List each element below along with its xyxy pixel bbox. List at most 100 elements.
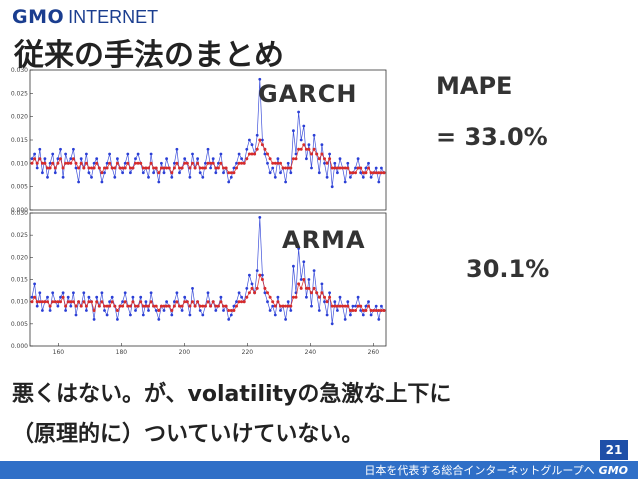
arma-actual-point — [336, 309, 339, 312]
garch-actual-point — [201, 175, 205, 179]
arma-forecast-point — [356, 304, 360, 308]
garch-forecast-point — [126, 161, 130, 165]
arma-forecast-point — [286, 304, 290, 308]
garch-forecast-point — [294, 157, 298, 161]
arma-actual-point — [369, 313, 373, 317]
garch-actual-point — [310, 166, 313, 170]
garch-actual-point — [162, 171, 166, 175]
garch-forecast-point — [108, 161, 112, 165]
arma-actual-point — [320, 282, 324, 286]
garch-actual-point — [100, 180, 104, 184]
garch-actual-point — [90, 175, 93, 179]
arma-forecast-point — [382, 309, 386, 312]
garch-actual-point — [361, 175, 365, 179]
garch-forecast-point — [154, 166, 158, 170]
arma-forecast-point — [43, 300, 47, 304]
garch-forecast-point — [46, 166, 49, 170]
arma-actual-point — [317, 309, 321, 312]
arma-forecast-point — [258, 273, 262, 277]
arma-actual-point — [325, 313, 329, 317]
garch-actual-point — [183, 157, 187, 161]
arma-forecast-point — [79, 304, 83, 308]
arma-actual-point — [359, 309, 363, 312]
garch-forecast-point — [209, 161, 213, 165]
arma-actual-point — [180, 309, 184, 312]
arma-forecast-point — [299, 286, 303, 290]
garch-forecast-point — [193, 166, 197, 170]
garch-actual-point — [152, 171, 156, 175]
arma-forecast-point — [312, 286, 316, 290]
arma-actual-point — [129, 313, 132, 317]
arma-forecast-point — [113, 304, 117, 308]
garch-forecast-point — [178, 166, 181, 170]
garch-actual-point — [217, 161, 220, 165]
arma-forecast-point — [206, 300, 210, 304]
garch-forecast-point — [175, 161, 179, 165]
arma-xtick-label: 160 — [53, 349, 65, 356]
arma-actual-point — [198, 309, 202, 312]
garch-forecast-point — [84, 161, 88, 165]
arma-forecast-point — [291, 295, 295, 299]
garch-forecast-point — [346, 166, 350, 170]
garch-forecast-point — [310, 152, 313, 156]
arma-forecast-point — [348, 309, 352, 312]
garch-forecast-point — [110, 166, 114, 170]
arma-actual-point — [338, 295, 342, 299]
garch-actual-point — [157, 180, 161, 184]
garch-forecast-point — [250, 152, 254, 156]
garch-actual-point — [59, 147, 62, 151]
garch-forecast-point — [289, 166, 293, 170]
arma-forecast-point — [193, 304, 197, 308]
conclusion-line-1: 悪くはない。が、volatilityの急激な上下に — [12, 382, 452, 407]
garch-forecast-point — [118, 166, 122, 170]
garch-actual-point — [196, 157, 200, 161]
garch-forecast-point — [328, 157, 332, 161]
arma-forecast-point — [191, 300, 194, 304]
garch-ytick-label: 0.000 — [11, 207, 28, 214]
arma-actual-point — [30, 295, 34, 299]
garch-forecast-point — [302, 143, 306, 147]
arma-forecast-point — [90, 300, 93, 304]
garch-actual-point — [297, 110, 300, 114]
arma-chart-svg: 0.030 0.025 0.020 0.015 0.010 0.005 0.000 160 18… — [11, 210, 387, 356]
arma-actual-point — [51, 291, 55, 295]
garch-actual-point — [279, 171, 282, 175]
arma-forecast-point — [367, 304, 370, 308]
garch-forecast-point — [232, 171, 236, 175]
arma-label: ARMA — [282, 226, 366, 254]
arma-forecast-point — [159, 304, 163, 308]
arma-forecast-point — [139, 300, 143, 304]
arma-actual-point — [292, 264, 295, 268]
arma-forecast-point — [38, 300, 42, 304]
garch-actual-point — [136, 152, 140, 156]
arma-actual-point — [95, 295, 99, 299]
garch-actual-point — [43, 157, 47, 161]
arma-actual-point — [103, 309, 106, 312]
arma-forecast-point — [354, 309, 357, 312]
slide-title: 従来の手法のまとめ — [14, 38, 284, 73]
garch-forecast-point — [315, 152, 319, 156]
arma-actual-point — [354, 304, 357, 308]
arma-actual-point — [105, 313, 109, 317]
garch-forecast-point — [361, 171, 365, 175]
garch-forecast-point — [279, 161, 282, 165]
garch-forecast-point — [201, 166, 205, 170]
arma-actual-point — [33, 282, 36, 286]
garch-forecast-point — [40, 161, 44, 165]
arma-actual-point — [141, 313, 145, 317]
arma-actual-point — [302, 260, 306, 264]
garch-actual-point — [92, 161, 96, 165]
garch-forecast-point — [341, 166, 345, 170]
arma-actual-point — [299, 278, 303, 281]
garch-actual-point — [56, 157, 60, 161]
garch-forecast-point — [335, 166, 339, 170]
gmo-internet-logo: GMO INTERNET — [12, 6, 158, 28]
garch-actual-point — [85, 152, 88, 156]
garch-forecast-point — [35, 161, 39, 165]
arma-actual-point — [35, 304, 39, 308]
arma-actual-point — [188, 313, 192, 317]
arma-forecast-point — [211, 300, 215, 304]
arma-actual-point — [343, 318, 347, 321]
arma-actual-point — [255, 269, 259, 272]
arma-forecast-point — [118, 304, 122, 308]
